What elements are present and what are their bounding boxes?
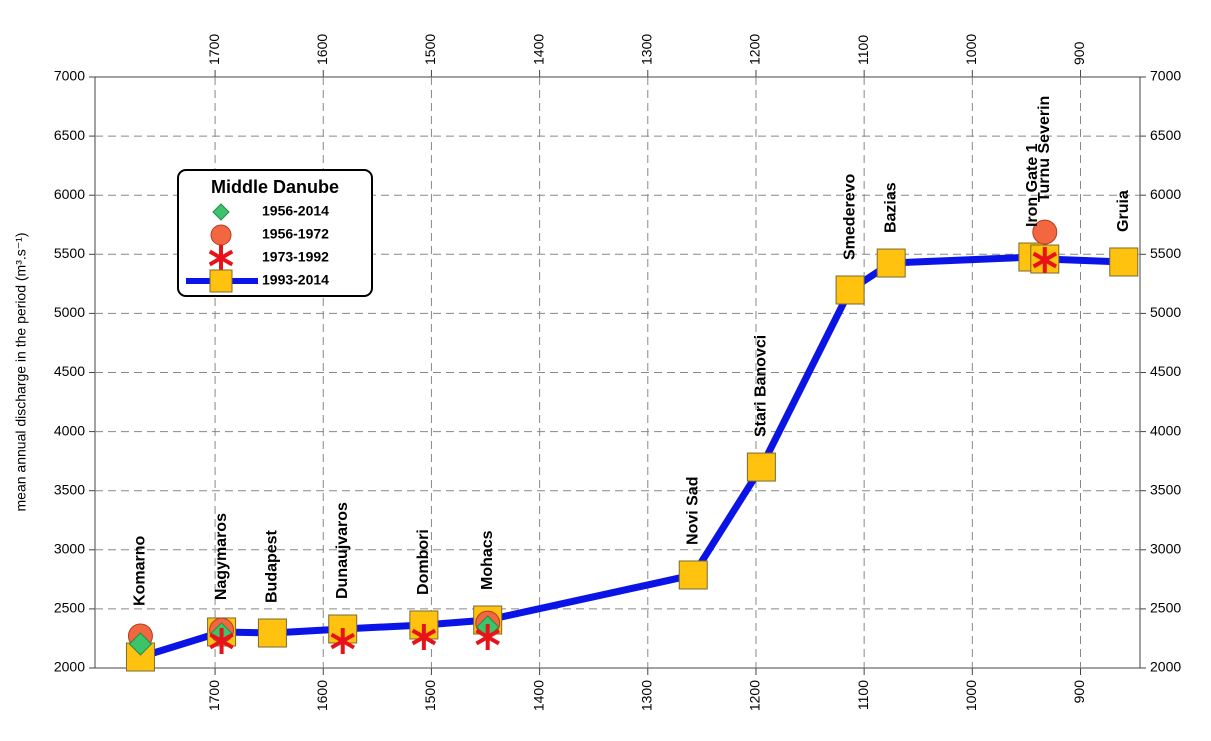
y-tick-label: 4000 (54, 422, 85, 438)
x-tick-label: 1600 (314, 34, 330, 65)
legend-box (177, 169, 373, 297)
legend-title: Middle Danube (211, 177, 339, 197)
y-tick-label: 4500 (54, 363, 85, 379)
station-label: Turnu Severin (1036, 96, 1053, 202)
y-tick-label: 7000 (1150, 68, 1181, 84)
y-tick-label: 3500 (54, 481, 85, 497)
legend-label: 1956-1972 (262, 226, 329, 242)
y-tick-label: 6500 (54, 127, 85, 143)
x-tick-label: 1000 (963, 680, 979, 711)
series-line (139, 253, 1124, 661)
station-label: Komarno (132, 536, 149, 606)
y-tick-label: 4000 (1150, 422, 1181, 438)
y-tick-label: 2500 (54, 600, 85, 616)
x-tick-label: 1400 (530, 680, 546, 711)
y-tick-label: 2000 (54, 659, 85, 675)
x-tick-label: 1200 (747, 680, 763, 711)
x-tick-label: 1100 (855, 680, 871, 710)
y-axis-label: mean annual discharge in the period (m³.… (13, 233, 29, 512)
y-tick-label: 3000 (1150, 541, 1181, 557)
y-tick-label: 6000 (1150, 186, 1181, 202)
station-label: Dunaujvaros (334, 502, 351, 599)
square-marker (1109, 247, 1139, 277)
y-tick-label: 6000 (54, 186, 85, 202)
diamond-marker (128, 632, 153, 656)
y-tick-label: 3000 (54, 541, 85, 557)
x-tick-label: 1200 (747, 34, 763, 65)
star-marker (330, 628, 355, 655)
legend-symbol (210, 224, 232, 246)
y-tick-label: 4500 (1150, 363, 1181, 379)
x-tick-label: 1600 (314, 680, 330, 711)
legend-symbol (212, 203, 230, 221)
legend-symbol (209, 269, 233, 293)
station-label: Mohacs (479, 530, 496, 590)
y-tick-label: 2000 (1150, 659, 1181, 675)
station-label: Dombori (415, 529, 432, 595)
station-label: Smederevo (841, 174, 858, 260)
y-tick-label: 5000 (1150, 304, 1181, 320)
station-label: Budapest (264, 529, 281, 603)
x-tick-label: 1400 (530, 34, 546, 65)
x-tick-label: 900 (1071, 680, 1087, 704)
legend-label: 1973-1992 (262, 249, 329, 265)
square-marker (746, 452, 776, 482)
station-label: Novi Sad (684, 477, 701, 545)
y-tick-label: 3500 (1150, 481, 1181, 497)
x-tick-label: 1100 (855, 35, 871, 65)
star-marker (209, 628, 234, 655)
x-tick-label: 1700 (206, 34, 222, 65)
station-label: Stari Banovci (753, 335, 770, 437)
y-tick-label: 5500 (1150, 245, 1181, 261)
square-marker (678, 560, 708, 590)
y-tick-label: 5000 (54, 304, 85, 320)
station-label: Bazias (882, 182, 899, 233)
x-tick-label: 1000 (963, 34, 979, 65)
y-tick-label: 7000 (54, 68, 85, 84)
legend-label: 1956-2014 (262, 203, 329, 219)
station-label: Nagymaros (213, 513, 230, 600)
y-tick-label: 5500 (54, 245, 85, 261)
square-marker (835, 275, 865, 305)
square-marker (876, 248, 906, 278)
star-marker (1032, 246, 1058, 273)
x-tick-label: 1500 (422, 680, 438, 711)
star-marker (411, 624, 437, 651)
x-tick-label: 1300 (638, 680, 654, 711)
station-label: Iron Gate 1 (1024, 143, 1041, 227)
legend-label: 1993-2014 (262, 272, 329, 288)
x-tick-label: 1300 (638, 34, 654, 65)
x-tick-label: 1500 (422, 34, 438, 65)
square-marker (257, 618, 287, 648)
circle-marker (1032, 219, 1058, 245)
station-label: Gruia (1115, 190, 1132, 232)
x-tick-label: 1700 (206, 680, 222, 711)
x-tick-label: 900 (1071, 41, 1087, 65)
y-tick-label: 6500 (1150, 127, 1181, 143)
star-marker (475, 624, 500, 651)
legend-symbol (208, 245, 234, 271)
legend: Middle Danube 1956-2014 1956-1972 1973-1992… (177, 169, 373, 297)
y-tick-label: 2500 (1150, 600, 1181, 616)
